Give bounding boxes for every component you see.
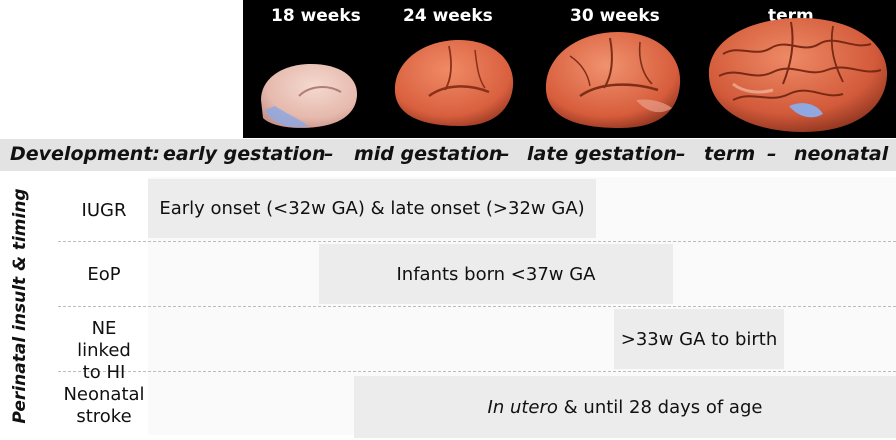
stage-neonatal: neonatal [794,143,889,165]
stage-mid-gestation: mid gestation [354,143,503,165]
row-label-ne-hi-line1: NE linked [77,318,131,361]
bar-stroke-italic: In utero [487,396,558,418]
stage-dash-3: – [676,143,686,165]
row-label-eop: EoP [87,264,121,285]
stage-late-gestation: late gestation [527,143,677,165]
brain-term-image [708,18,888,132]
y-axis-label: Perinatal insult & timing [2,175,38,437]
brain-development-panel: 18 weeks 24 weeks 30 weeks term [243,0,896,138]
row-label-ne-hi-line2: to HI [82,362,126,383]
stage-term: term [704,143,756,165]
brain-30-weeks-image [545,32,681,128]
bar-ne-hi-text: >33w GA to birth [620,328,778,350]
week-label-30: 30 weeks [570,6,660,26]
bar-neonatal-stroke: In utero & until 28 days of age [354,376,896,438]
y-axis-text: Perinatal insult & timing [10,188,30,424]
bar-eop-text: Infants born <37w GA [396,263,596,285]
row-label-stroke-line1: Neonatal [63,384,145,405]
stage-dash-4: – [767,143,777,165]
row-label-neonatal-stroke: Neonatal stroke [62,384,146,428]
bar-iugr: Early onset (<32w GA) & late onset (>32w… [148,179,596,238]
bar-stroke-rest: & until 28 days of age [557,396,763,418]
bar-iugr-text: Early onset (<32w GA) & late onset (>32w… [159,198,585,219]
development-label: Development: [10,143,160,165]
week-label-24: 24 weeks [403,6,493,26]
row-divider [58,241,896,242]
stage-dash-2: – [500,143,510,165]
stage-early-gestation: early gestation [163,143,326,165]
brain-24-weeks-image [394,40,514,126]
bar-stroke-text: In utero & until 28 days of age [488,397,763,418]
stage-dash-1: – [324,143,334,165]
development-band: Development: early gestation – mid gesta… [0,139,896,171]
bar-eop: Infants born <37w GA [319,244,673,304]
row-label-iugr: IUGR [81,200,127,221]
row-divider [58,306,896,307]
row-divider [58,371,896,372]
row-label-stroke-line2: stroke [76,406,132,427]
week-label-18: 18 weeks [271,6,361,26]
bar-ne-hi: >33w GA to birth [614,309,784,369]
row-label-ne-hi: NE linked to HI [62,318,146,384]
brain-18-weeks-image [261,64,357,128]
